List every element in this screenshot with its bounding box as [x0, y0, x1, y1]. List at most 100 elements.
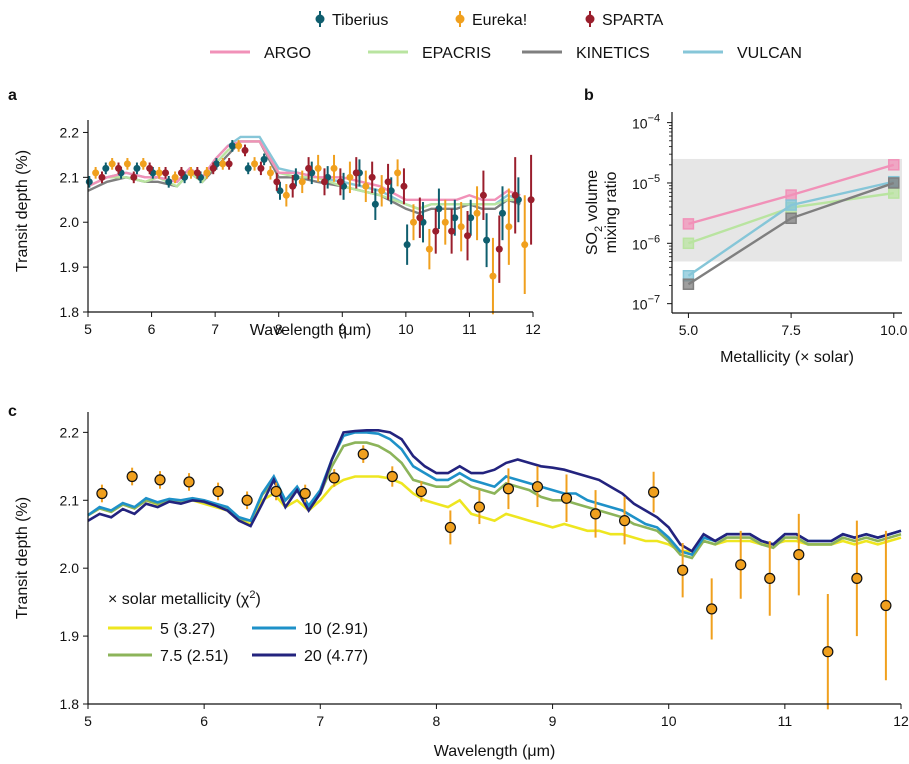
observed-point: [212, 485, 224, 498]
observed-point: [96, 487, 108, 500]
x-tick-label: 11: [462, 321, 477, 337]
point-SPARTA: [479, 191, 487, 199]
point-SPARTA: [336, 178, 344, 186]
point-Eureka!: [489, 272, 497, 280]
point-SPARTA: [416, 214, 424, 222]
observed-point: [299, 487, 311, 500]
point-Eureka!: [171, 173, 179, 181]
legend-marker-SPARTA: [585, 14, 595, 24]
observed-point: [357, 448, 369, 460]
y-axis-label-line1: SO2 volume: [584, 170, 605, 255]
point-SPARTA: [432, 227, 440, 235]
point-Tiberius: [467, 214, 475, 222]
top-legend: Tiberius Eureka! SPARTA ARGO EPACRIS KINETICS…: [210, 11, 802, 62]
observed-point: [589, 508, 602, 520]
y-tick-label: 1.8: [60, 696, 80, 712]
point-Eureka!: [282, 191, 290, 199]
marker-VULCAN: [785, 199, 797, 211]
observed-point: [241, 494, 253, 506]
observed-point: [126, 470, 138, 483]
point-Tiberius: [102, 164, 110, 172]
observed-point: [154, 474, 166, 486]
y-tick-label: 10−6: [632, 233, 660, 252]
panel-c-label: c: [8, 403, 17, 420]
marker-ARGO: [682, 218, 695, 230]
y-tick-label: 2.1: [60, 169, 80, 185]
point-SPARTA: [305, 164, 313, 172]
legend-label-m10: 10 (2.91): [304, 621, 368, 638]
observed-point: [183, 476, 195, 488]
panel-c-model-lines: [87, 428, 902, 560]
observed-point: [502, 483, 515, 495]
point-SPARTA: [448, 227, 456, 235]
x-tick-label: 5: [84, 713, 92, 729]
observed-point: [328, 472, 340, 484]
y-tick-label: 2.2: [60, 124, 80, 140]
x-tick-label: 10.0: [880, 322, 907, 338]
y-tick-label: 10−5: [632, 173, 660, 192]
point-Eureka!: [425, 245, 433, 253]
x-tick-label: 10: [398, 321, 414, 337]
marker-EPACRIS: [682, 237, 695, 250]
point-Eureka!: [155, 169, 163, 177]
panel-a-label: a: [8, 87, 17, 104]
x-tick-label: 7.5: [781, 322, 801, 338]
point-Eureka!: [219, 160, 227, 168]
point-Eureka!: [441, 218, 449, 226]
legend-label-KINETICS: KINETICS: [576, 45, 650, 62]
point-Eureka!: [139, 160, 147, 168]
panel-a-data-points: [85, 140, 535, 315]
point-SPARTA: [225, 160, 233, 168]
point-SPARTA: [320, 178, 328, 186]
point-Tiberius: [483, 236, 491, 244]
observed-point: [735, 559, 747, 571]
y-axis-label: Transit depth (%): [14, 497, 31, 619]
point-Eureka!: [108, 160, 116, 168]
marker-ARGO: [888, 159, 900, 171]
y-axis-label-line2: mixing ratio: [603, 172, 620, 254]
point-Eureka!: [409, 218, 417, 226]
legend-label-SPARTA: SPARTA: [602, 12, 664, 29]
legend-label-m20: 20 (4.77): [304, 648, 368, 665]
point-SPARTA: [115, 164, 123, 172]
panel-a-axes: 5 6 7 8 9 10 11 12 1.8 1.9 2.0 2.1 2.2 Wavelength (μm…: [14, 120, 541, 339]
point-Eureka!: [505, 223, 513, 231]
panel-b-series: [682, 159, 900, 290]
point-Tiberius: [371, 200, 379, 208]
point-Tiberius: [260, 155, 268, 163]
x-tick-label: 7: [211, 321, 219, 337]
legend-label-Tiberius: Tiberius: [332, 12, 388, 29]
point-SPARTA: [400, 182, 408, 190]
point-SPARTA: [527, 196, 535, 204]
point-SPARTA: [368, 173, 376, 181]
point-Tiberius: [435, 205, 443, 213]
legend-label-m7.5: 7.5 (2.51): [160, 648, 228, 665]
observed-point: [618, 515, 631, 527]
y-tick-label: 10−7: [632, 294, 660, 313]
point-SPARTA: [98, 173, 106, 181]
legend-label-ARGO: ARGO: [264, 45, 311, 62]
point-Eureka!: [203, 169, 211, 177]
point-SPARTA: [495, 245, 503, 253]
x-tick-label: 5: [84, 321, 92, 337]
x-tick-label: 9: [338, 321, 346, 337]
point-SPARTA: [193, 169, 201, 177]
observed-point: [560, 492, 573, 504]
observed-point: [473, 501, 486, 513]
observed-point: [793, 549, 805, 561]
point-Tiberius: [244, 164, 252, 172]
x-axis-label: Wavelength (μm): [434, 743, 556, 760]
point-SPARTA: [273, 178, 281, 186]
panel-c-legend: × solar metallicity (χ2) 5 (3.27) 10 (2.91…: [108, 589, 368, 665]
point-SPARTA: [257, 164, 265, 172]
point-SPARTA: [162, 169, 170, 177]
point-Eureka!: [235, 142, 243, 150]
point-Tiberius: [292, 173, 300, 181]
point-Eureka!: [346, 173, 354, 181]
x-axis-label: Wavelength (μm): [250, 322, 372, 339]
marker-EPACRIS: [888, 187, 900, 199]
y-tick-label: 2.1: [60, 492, 80, 508]
observed-point: [880, 599, 892, 612]
point-Tiberius: [133, 164, 141, 172]
